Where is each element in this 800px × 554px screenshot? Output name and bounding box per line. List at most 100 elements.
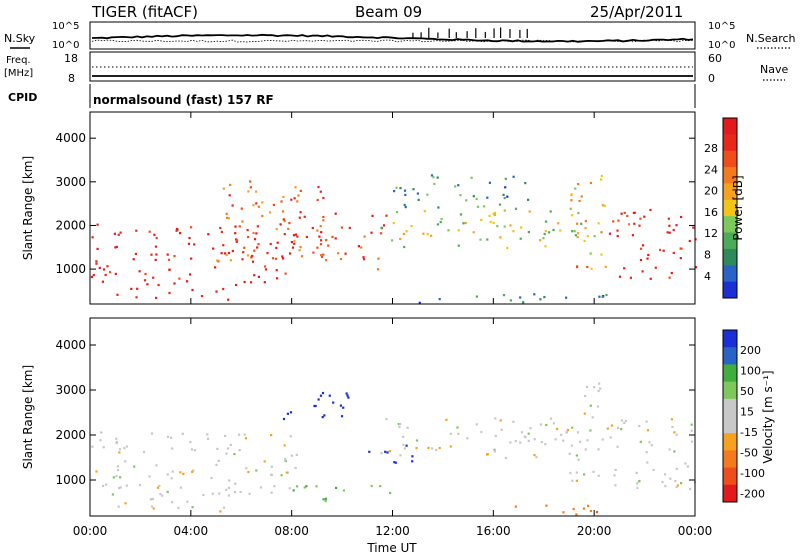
freq-panel-frame <box>89 51 696 82</box>
velocity-cell <box>504 456 507 460</box>
power-cell <box>641 270 644 273</box>
power-cell <box>319 190 322 193</box>
power-cell <box>311 226 314 230</box>
power-cell <box>486 238 489 241</box>
power-cell <box>293 242 296 245</box>
power-cell <box>573 230 576 233</box>
power-cell <box>598 295 601 298</box>
power-cell <box>344 252 347 255</box>
power-cell <box>571 230 574 233</box>
power-cell <box>362 256 365 259</box>
power-cell <box>454 185 457 188</box>
power-colorbar-segment <box>723 216 737 234</box>
velocity-cell <box>645 451 648 454</box>
velocity-cell <box>191 506 194 509</box>
velocity-cell <box>514 505 517 508</box>
velocity-cell <box>347 396 350 399</box>
power-cell <box>601 204 604 207</box>
power-cell <box>370 231 373 234</box>
velocity-colorbar-segment <box>723 416 737 434</box>
power-cell <box>522 301 525 304</box>
velocity-cell <box>116 465 119 468</box>
power-cell <box>148 230 151 233</box>
power-cell <box>320 231 323 234</box>
velocity-cell <box>610 424 614 427</box>
velocity-cell <box>569 471 572 475</box>
power-cell <box>552 228 555 232</box>
velocity-cell <box>586 439 589 442</box>
velocity-cell <box>466 437 469 440</box>
power-cell <box>103 268 106 271</box>
velocity-cell <box>494 417 497 420</box>
velocity-cell <box>635 471 638 474</box>
velocity-cell <box>319 394 323 397</box>
velocity-cell <box>675 433 678 436</box>
velocity-cell <box>156 486 160 489</box>
power-cell <box>150 253 153 256</box>
velocity-colorbar-tick: -200 <box>740 488 765 501</box>
velocity-cell <box>689 488 692 491</box>
y-tick-label: 2000 <box>55 428 86 442</box>
power-cell <box>589 252 592 255</box>
velocity-cell <box>290 454 293 457</box>
velocity-cell <box>562 439 565 442</box>
y-tick-label: 2000 <box>55 218 86 232</box>
power-colorbar-tick: 16 <box>704 206 718 219</box>
velocity-cell <box>589 404 592 407</box>
power-cell <box>280 200 283 203</box>
power-cell <box>422 232 425 235</box>
velocity-cell <box>305 485 308 488</box>
power-cell <box>404 193 407 196</box>
power-cell <box>547 231 551 234</box>
velocity-cell <box>431 447 434 450</box>
velocity-cell <box>592 470 595 473</box>
power-cell <box>299 246 302 249</box>
velocity-cell <box>623 421 626 425</box>
nsky-series <box>91 33 694 43</box>
power-cell <box>584 220 587 223</box>
power-cell <box>574 187 577 190</box>
velocity-cell <box>583 412 586 415</box>
power-cell <box>571 214 574 217</box>
power-cell <box>255 190 258 193</box>
freq-label-line1: Freq. <box>6 55 31 66</box>
power-cell <box>96 223 99 226</box>
power-cell <box>322 253 325 256</box>
velocity-cell <box>150 432 154 435</box>
x-tick-label: 16:00 <box>476 524 511 538</box>
power-cell <box>662 249 665 252</box>
velocity-cell <box>406 426 409 429</box>
velocity-cell <box>243 433 246 436</box>
velocity-cell <box>179 486 182 489</box>
power-colorbar-segment <box>723 232 737 250</box>
power-cell <box>264 268 268 271</box>
velocity-cell <box>328 394 331 397</box>
power-cell <box>654 266 657 269</box>
power-cell <box>527 231 530 234</box>
velocity-cell <box>493 450 496 453</box>
velocity-colorbar-tick: -15 <box>740 426 758 439</box>
power-cell <box>403 203 406 206</box>
power-cell <box>583 239 586 242</box>
power-cell <box>243 246 246 249</box>
power-cell <box>269 211 272 214</box>
power-cell <box>600 178 603 181</box>
velocity-panel-bg <box>90 318 695 516</box>
power-cell <box>250 256 253 259</box>
velocity-cell <box>215 463 218 466</box>
power-cell <box>231 249 234 253</box>
power-cell <box>143 279 147 282</box>
power-cell <box>430 174 434 177</box>
power-cell <box>101 280 104 283</box>
velocity-cell <box>650 444 653 447</box>
power-cell <box>91 236 94 239</box>
power-cell <box>459 213 463 216</box>
velocity-colorbar-tick: -50 <box>740 447 758 460</box>
power-cell <box>470 176 473 179</box>
power-colorbar-segment <box>723 118 737 135</box>
power-colorbar-tick: 24 <box>704 163 718 176</box>
power-cell <box>90 275 94 279</box>
power-cell <box>608 232 612 235</box>
power-cell <box>226 216 229 219</box>
velocity-cell <box>125 445 128 448</box>
